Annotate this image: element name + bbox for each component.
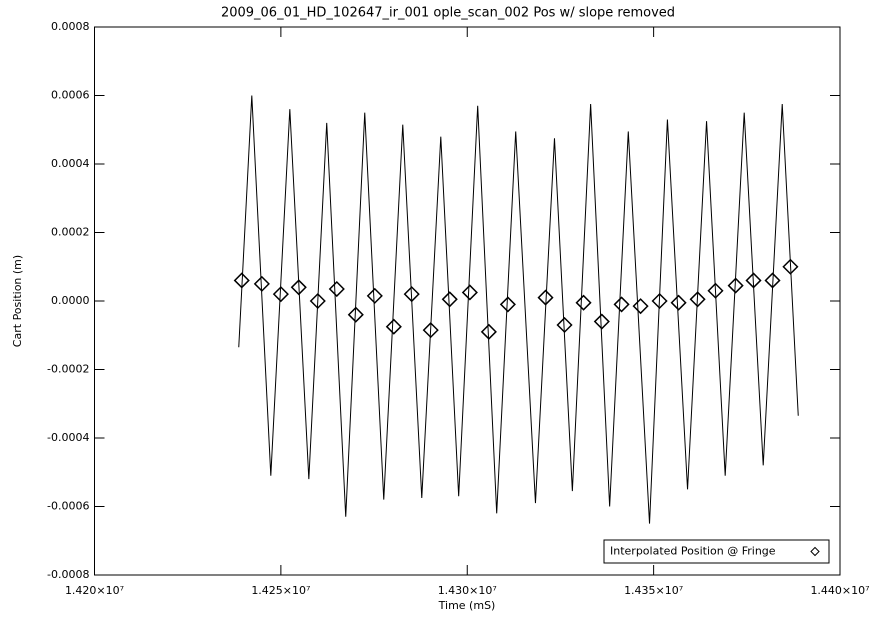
x-tick-label: 1.420×10⁷	[65, 584, 124, 597]
y-tick-label: 0.0008	[51, 20, 90, 33]
diamond-marker	[441, 291, 458, 308]
y-tick-label: 0.0006	[51, 89, 90, 102]
diamond-marker	[233, 272, 250, 289]
diamond-marker	[651, 292, 668, 310]
diamond-marker	[764, 272, 781, 289]
y-tick-label: 0.0000	[51, 294, 90, 307]
diamond-marker	[670, 294, 687, 311]
diamond-marker	[253, 275, 270, 292]
y-axis-label: Cart Position (m)	[11, 255, 24, 347]
y-tick-label: -0.0004	[47, 431, 89, 444]
diamond-marker	[366, 287, 383, 304]
diamond-marker	[727, 277, 744, 294]
diamond-marker	[272, 286, 289, 303]
diamond-marker	[745, 272, 762, 289]
x-tick-label: 1.430×10⁷	[438, 584, 497, 597]
legend-box	[603, 539, 830, 564]
diamond-marker	[632, 298, 649, 315]
diamond-marker	[537, 289, 554, 306]
diamond-marker	[328, 280, 345, 298]
diamond-marker	[707, 282, 724, 299]
y-tick-label: 0.0004	[51, 157, 90, 170]
y-tick-label: 0.0002	[51, 226, 90, 239]
diamond-marker	[422, 322, 439, 339]
diamond-marker	[499, 296, 516, 313]
x-tick-label: 1.425×10⁷	[251, 584, 310, 597]
diamond-marker	[689, 291, 706, 308]
diamond-marker	[403, 286, 420, 303]
legend-label: Interpolated Position @ Fringe	[610, 545, 776, 558]
diamond-marker	[556, 316, 573, 334]
y-tick-label: -0.0006	[47, 500, 89, 513]
diamond-marker	[461, 284, 478, 301]
y-tick-label: -0.0002	[47, 363, 89, 376]
diamond-marker	[480, 323, 497, 340]
diamond-marker	[347, 306, 364, 323]
diamond-marker	[290, 279, 307, 296]
diamond-marker	[593, 313, 610, 330]
x-axis-label: Time (mS)	[438, 599, 496, 612]
diamond-marker	[613, 296, 630, 313]
data-line	[238, 95, 799, 524]
diamond-marker	[575, 294, 592, 311]
diamond-marker	[309, 292, 326, 310]
y-tick-label: -0.0008	[47, 568, 89, 581]
x-tick-label: 1.435×10⁷	[624, 584, 683, 597]
diamond-marker	[385, 318, 402, 335]
legend-marker	[810, 546, 820, 557]
chart-title: 2009_06_01_HD_102647_ir_001 ople_scan_00…	[221, 6, 675, 21]
diamond-marker	[782, 258, 799, 275]
x-tick-label: 1.440×10⁷	[810, 584, 869, 597]
